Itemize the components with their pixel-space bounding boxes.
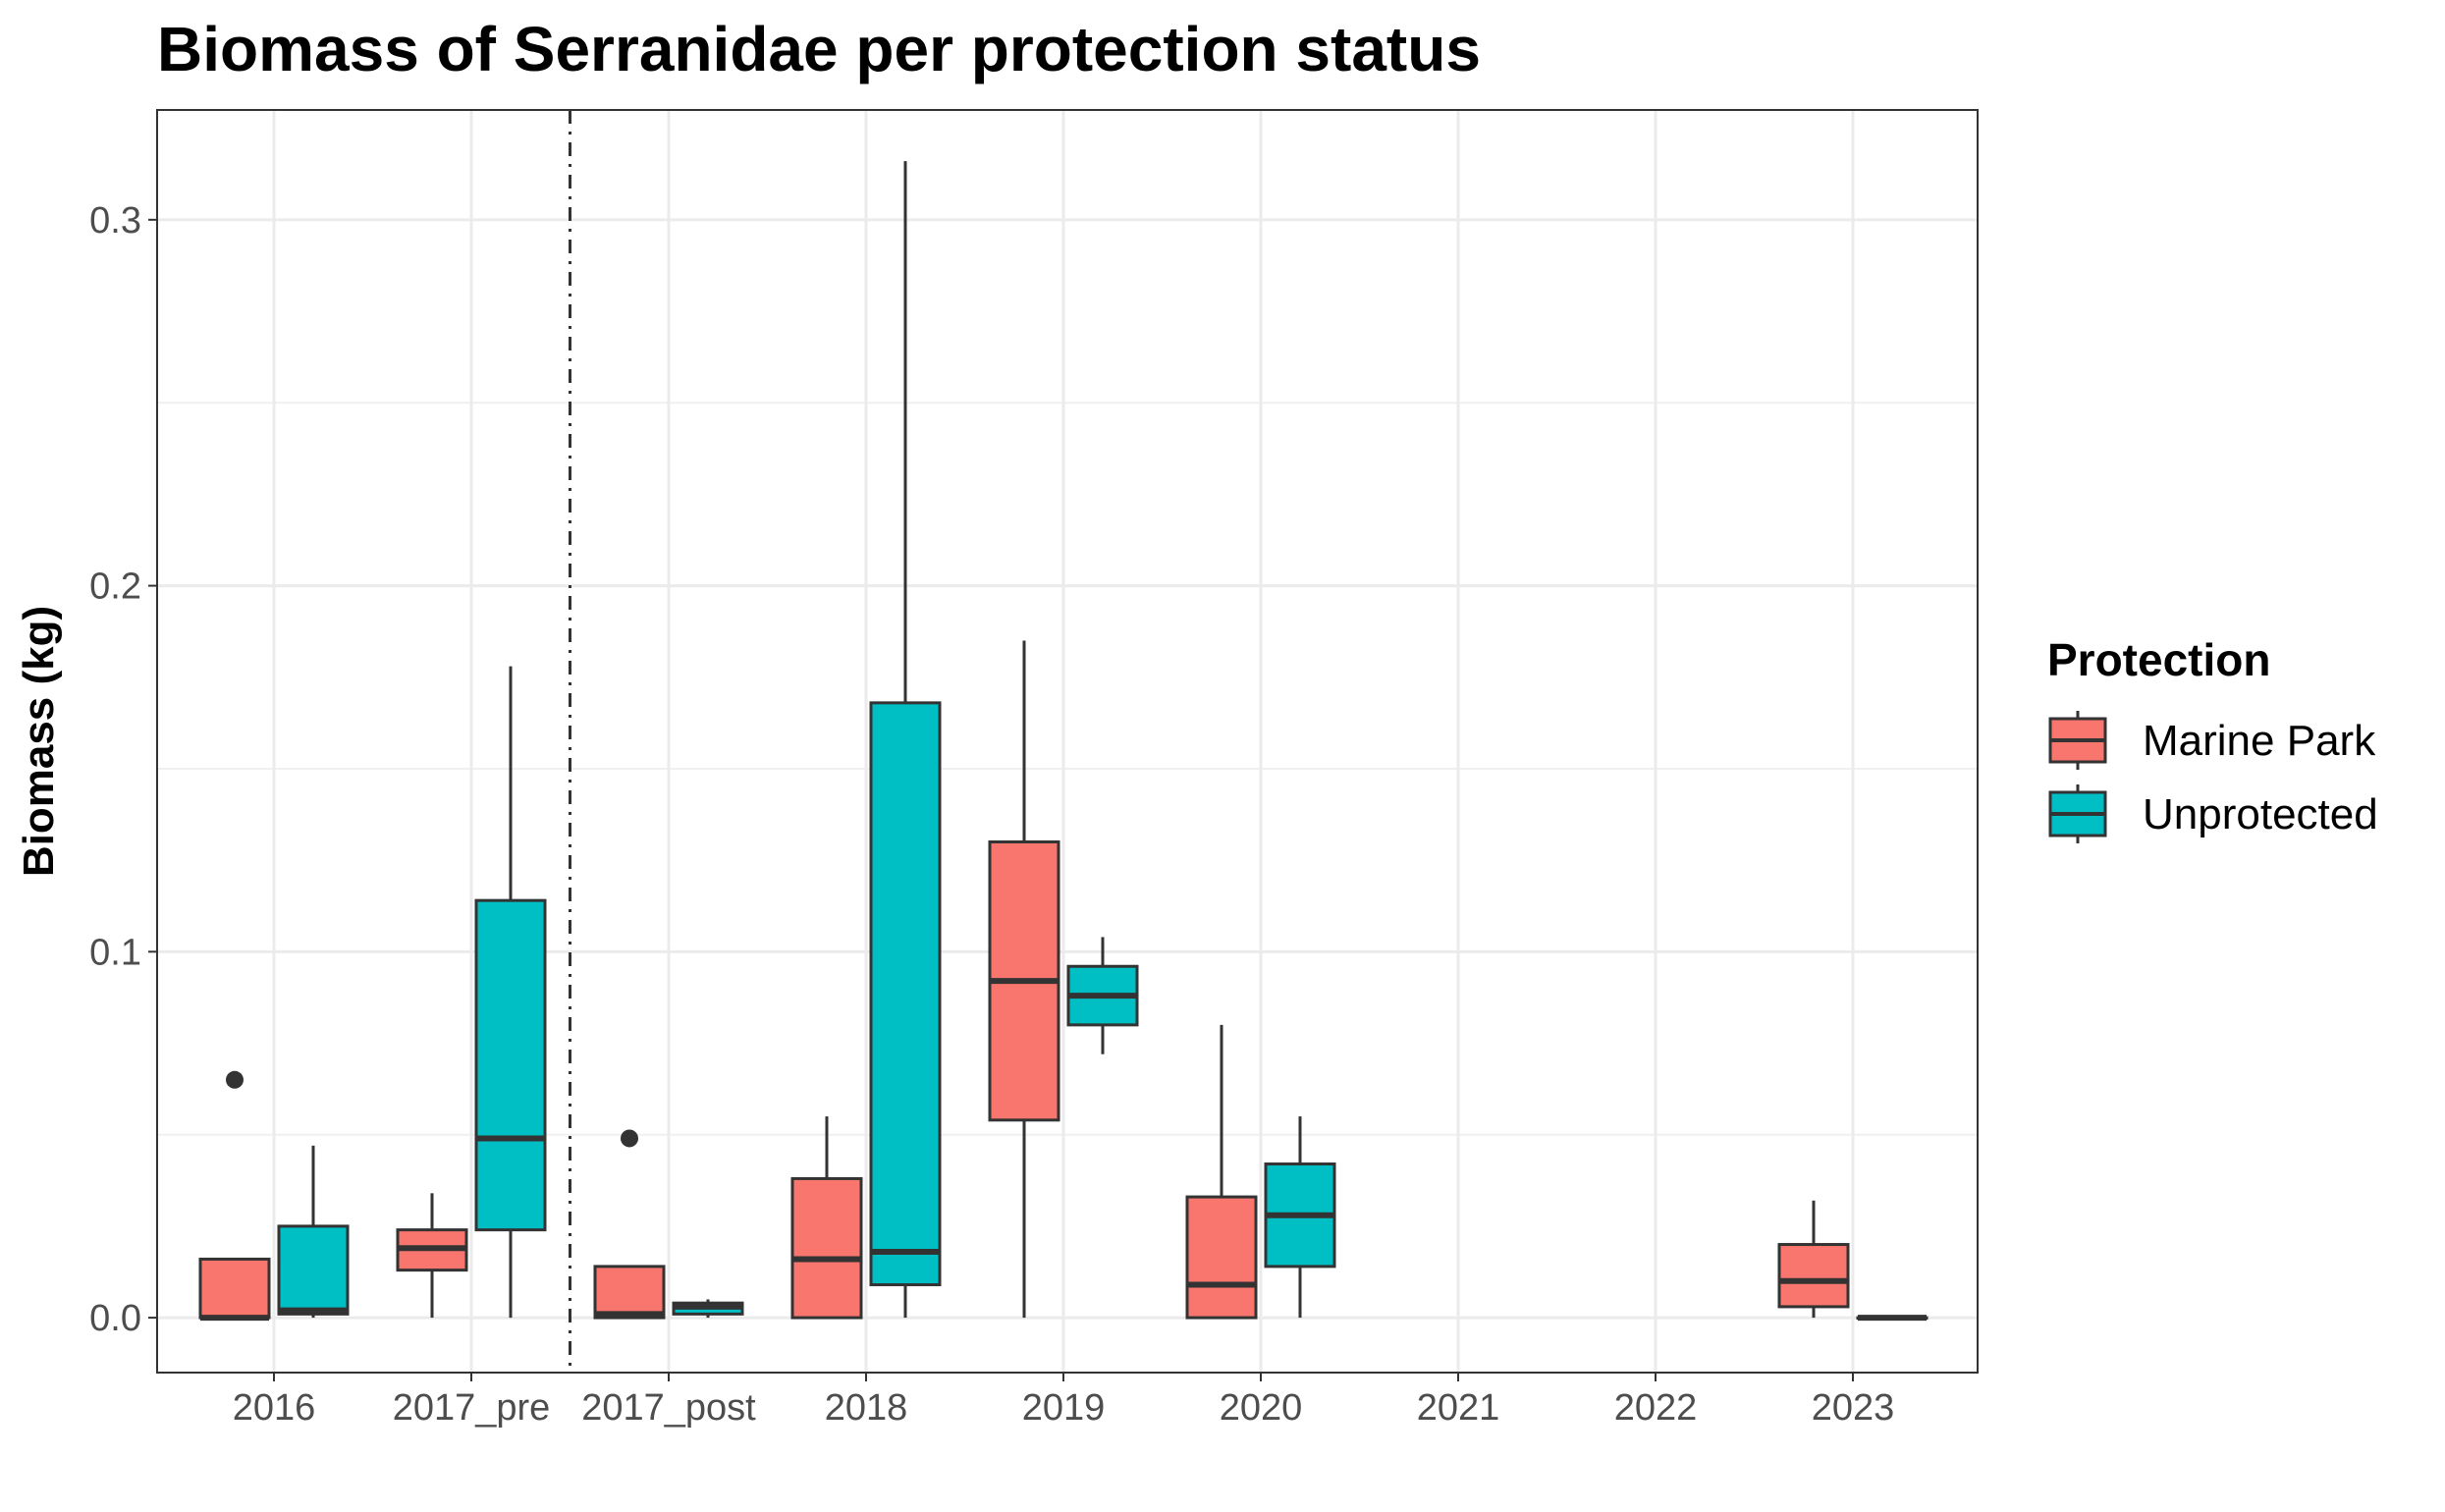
grid-lines — [157, 110, 1978, 1373]
chart-title: Biomass of Serranidae per protection sta… — [157, 14, 1481, 84]
box-layer — [198, 161, 1929, 1322]
x-tick-label: 2017_post — [581, 1387, 756, 1429]
y-tick-label: 0.3 — [89, 200, 141, 242]
legend: Protection Marine Park Unprotected — [2047, 634, 2378, 843]
box-unprotected — [869, 701, 942, 1287]
box-unprotected — [474, 898, 547, 1232]
x-tick-label: 2020 — [1220, 1387, 1303, 1429]
y-tick-label: 0.1 — [89, 932, 141, 973]
box-marine-park — [593, 1265, 666, 1320]
box-marine-park — [198, 1257, 271, 1320]
x-tick-label: 2018 — [825, 1387, 908, 1429]
y-axis-title: Biomass (kg) — [15, 606, 63, 877]
x-tick-label: 2021 — [1417, 1387, 1500, 1429]
x-tick-label: 2019 — [1022, 1387, 1106, 1429]
legend-label: Marine Park — [2143, 717, 2376, 765]
outlier-point — [621, 1129, 638, 1148]
plot-panel-border — [156, 109, 1979, 1374]
box-marine-park — [1777, 1243, 1850, 1309]
x-tick-label: 2023 — [1812, 1387, 1895, 1429]
box-marine-park — [1185, 1195, 1258, 1320]
box-unprotected — [277, 1224, 350, 1316]
y-tick-label: 0.2 — [89, 567, 141, 608]
legend-items: Marine Park Unprotected — [2048, 711, 2378, 843]
legend-title: Protection — [2047, 634, 2270, 685]
legend-label: Unprotected — [2143, 790, 2378, 838]
box-marine-park — [790, 1176, 863, 1320]
outlier-point — [226, 1070, 244, 1089]
axis-layer: 0.0 0.1 0.2 0.3 2016 2017_pre 2017_post 2018 201… — [89, 200, 1894, 1429]
x-tick-label: 2016 — [233, 1387, 316, 1429]
x-tick-label: 2022 — [1614, 1387, 1698, 1429]
y-tick-label: 0.0 — [89, 1298, 141, 1339]
x-tick-label: 2017_pre — [393, 1387, 551, 1429]
